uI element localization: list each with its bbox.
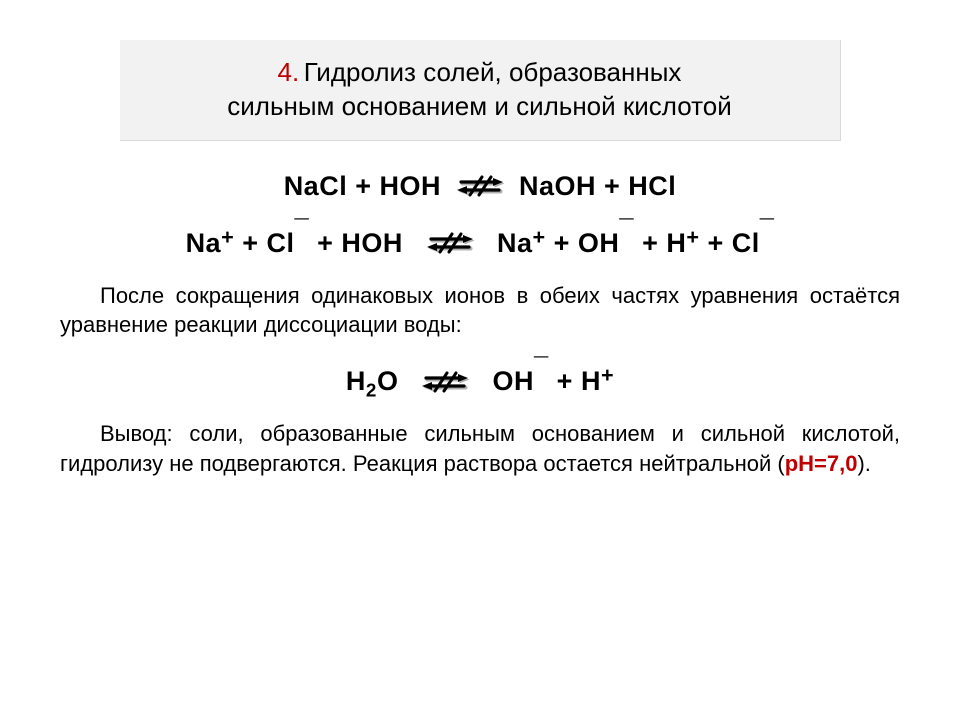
paragraph-1: После сокращения одинаковых ионов в обеи…: [60, 281, 900, 340]
equation-2: Na+ + Cl¯ + HOH Na+ + OH¯ + H+ + Cl¯: [50, 220, 910, 259]
eq2-left: Na+ + Cl¯ + HOH: [186, 228, 411, 258]
eq1-left: NaCl + HOH: [284, 171, 441, 201]
eq2-right: Na+ + OH¯ + H+ + Cl¯: [489, 228, 774, 258]
eq3-right: OH¯ + H+: [484, 366, 614, 396]
equilibrium-arrow: [455, 175, 505, 199]
equilibrium-arrow: [425, 232, 475, 256]
equation-3: H2O OH¯ + H+: [50, 358, 910, 397]
ph-value: pH=7,0: [785, 451, 858, 476]
title-number: 4.: [278, 57, 300, 87]
p2-before: Вывод: соли, образованные сильным основа…: [60, 421, 900, 476]
paragraph-2: Вывод: соли, образованные сильным основа…: [60, 419, 900, 478]
title-line2: сильным основанием и сильной кислотой: [227, 91, 732, 121]
equilibrium-arrow: [420, 371, 470, 395]
p2-after: ).: [857, 451, 870, 476]
slide-content: 4. Гидролиз солей, образованных сильным …: [0, 0, 960, 518]
eq1-right: NaOH + HCl: [519, 171, 676, 201]
eq3-left: H2O: [346, 366, 407, 396]
equation-1: NaCl + HOH NaOH + HCl: [50, 171, 910, 202]
title-box: 4. Гидролиз солей, образованных сильным …: [120, 40, 841, 141]
title-line1: Гидролиз солей, образованных: [304, 57, 682, 87]
